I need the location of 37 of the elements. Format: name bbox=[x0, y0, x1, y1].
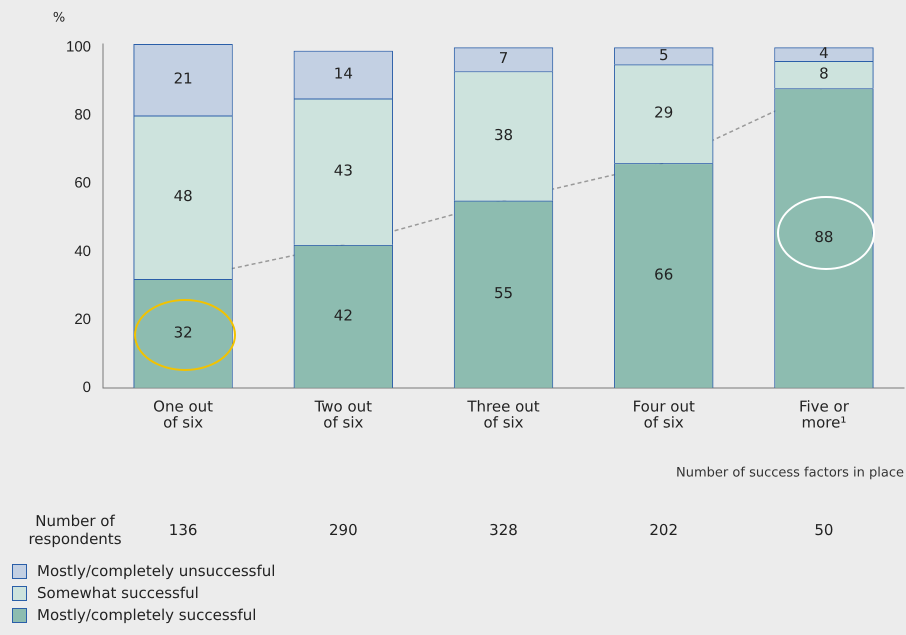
data-label: 4 bbox=[819, 44, 829, 62]
x-axis-title: Number of success factors in place bbox=[676, 466, 904, 481]
legend-label: Somewhat successful bbox=[37, 584, 199, 602]
data-label: 14 bbox=[334, 64, 353, 83]
data-label: 32 bbox=[174, 323, 193, 342]
data-label: 5 bbox=[658, 46, 668, 64]
text: 136 bbox=[168, 521, 198, 539]
data-label: 55 bbox=[494, 284, 514, 302]
x-tick-label: One out of six bbox=[153, 398, 214, 432]
legend-label: Mostly/completely successful bbox=[37, 606, 256, 624]
x-tick-label: Four out of six bbox=[632, 398, 695, 432]
x-tick-label: Two out of six bbox=[314, 398, 372, 432]
text: 202 bbox=[648, 521, 680, 539]
x-tick-label: Three out of six bbox=[466, 398, 540, 432]
y-tick-label: 100 bbox=[66, 38, 92, 56]
data-label: 29 bbox=[654, 104, 674, 122]
y-tick-label: 20 bbox=[74, 310, 92, 328]
data-label: 66 bbox=[654, 265, 674, 284]
legend-label: Mostly/completely unsuccessful bbox=[37, 562, 276, 580]
data-label: 88 bbox=[814, 228, 834, 246]
data-label: 38 bbox=[494, 126, 514, 144]
y-tick-label: 60 bbox=[74, 174, 92, 192]
text: 290 bbox=[328, 521, 359, 539]
y-axis-title: % bbox=[52, 10, 66, 26]
y-tick-label: 40 bbox=[74, 242, 92, 260]
data-label: 7 bbox=[498, 49, 508, 68]
data-label: 42 bbox=[334, 306, 353, 324]
data-label: 43 bbox=[334, 162, 353, 180]
text: Number of respondents bbox=[27, 512, 123, 548]
x-tick-label: Five or more¹ bbox=[798, 398, 850, 432]
data-label: 8 bbox=[819, 64, 829, 83]
text: 328 bbox=[488, 521, 519, 539]
text: 50 bbox=[813, 521, 834, 539]
y-tick-label: 0 bbox=[82, 379, 92, 396]
data-label: 21 bbox=[174, 70, 193, 88]
y-tick-label: 80 bbox=[74, 106, 92, 124]
data-label: 48 bbox=[174, 187, 193, 206]
